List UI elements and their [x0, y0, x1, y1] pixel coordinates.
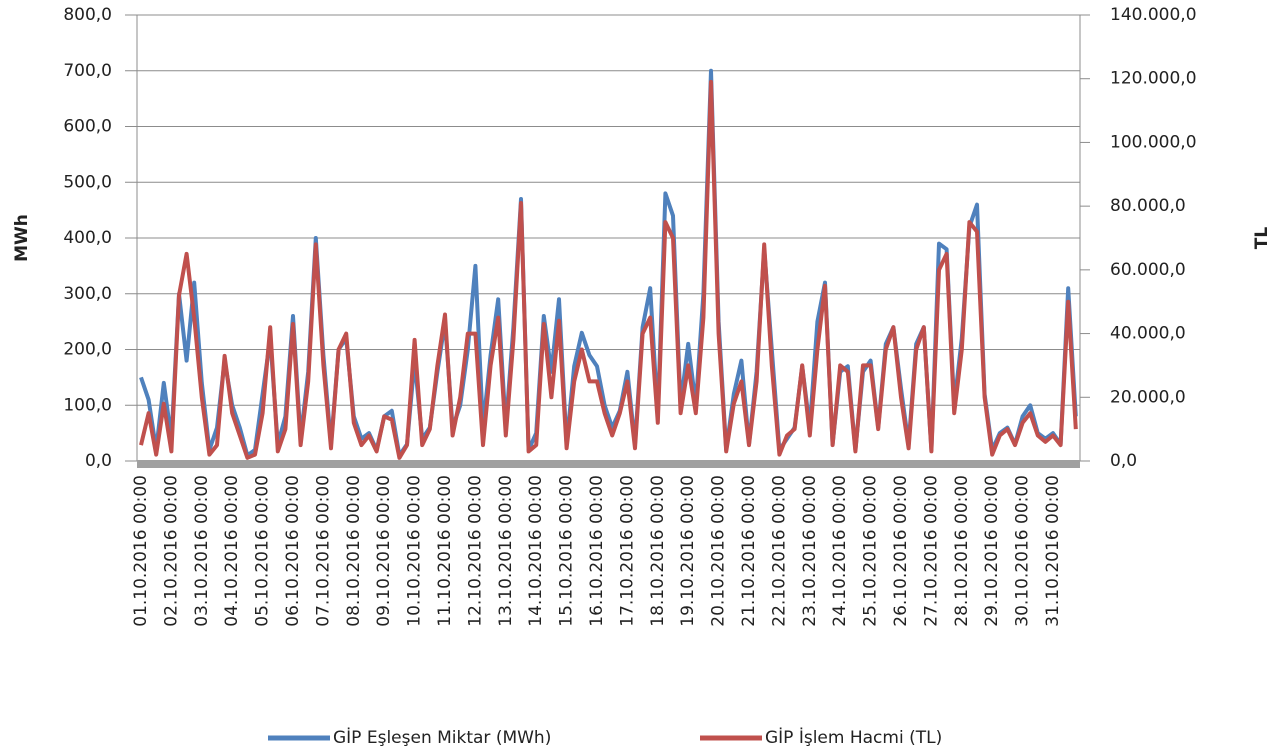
x-tick-label: 05.10.2016 00:00 [253, 475, 273, 627]
y-tick-label: 200,0 [63, 340, 112, 360]
y2-tick-label: 80.000,0 [1110, 196, 1186, 216]
x-tick-label: 16.10.2016 00:00 [587, 475, 607, 627]
x-tick-label: 18.10.2016 00:00 [648, 475, 668, 627]
y-tick-label: 800,0 [63, 5, 112, 25]
x-tick-label: 04.10.2016 00:00 [222, 475, 242, 627]
x-tick-label: 03.10.2016 00:00 [192, 475, 212, 627]
legend-label: GİP İşlem Hacmi (TL) [765, 727, 942, 748]
y-tick-label: 400,0 [63, 228, 112, 248]
x-tick-label: 20.10.2016 00:00 [709, 475, 729, 627]
y-tick-label: 700,0 [63, 61, 112, 81]
x-tick-label: 19.10.2016 00:00 [678, 475, 698, 627]
y2-tick-label: 60.000,0 [1110, 260, 1186, 280]
x-tick-label: 22.10.2016 00:00 [769, 475, 789, 627]
x-tick-label: 06.10.2016 00:00 [283, 475, 303, 627]
x-tick-label: 28.10.2016 00:00 [952, 475, 972, 627]
x-tick-label: 15.10.2016 00:00 [557, 475, 577, 627]
x-tick-label: 07.10.2016 00:00 [313, 475, 333, 627]
x-tick-label: 14.10.2016 00:00 [526, 475, 546, 627]
x-tick-label: 12.10.2016 00:00 [465, 475, 485, 627]
x-tick-label: 11.10.2016 00:00 [435, 475, 455, 627]
x-tick-label: 02.10.2016 00:00 [161, 475, 181, 627]
x-tick-label: 17.10.2016 00:00 [617, 475, 637, 627]
x-tick-label: 25.10.2016 00:00 [861, 475, 881, 627]
y2-tick-label: 100.000,0 [1110, 132, 1197, 152]
x-tick-label: 21.10.2016 00:00 [739, 475, 759, 627]
x-tick-label: 24.10.2016 00:00 [830, 475, 850, 627]
x-tick-label: 10.10.2016 00:00 [405, 475, 425, 627]
x-tick-label: 08.10.2016 00:00 [344, 475, 364, 627]
x-tick-label: 01.10.2016 00:00 [131, 475, 151, 627]
y2-axis-title: TL [1252, 227, 1272, 250]
x-tick-label: 26.10.2016 00:00 [891, 475, 911, 627]
x-tick-label: 29.10.2016 00:00 [982, 475, 1002, 627]
x-tick-label: 31.10.2016 00:00 [1043, 475, 1063, 627]
y-tick-label: 0,0 [85, 451, 112, 471]
series-line [139, 79, 1078, 460]
y-tick-label: 600,0 [63, 117, 112, 137]
x-tick-label: 27.10.2016 00:00 [921, 475, 941, 627]
legend-label: GİP Eşleşen Miktar (MWh) [333, 727, 551, 748]
y2-tick-label: 20.000,0 [1110, 387, 1186, 407]
y-tick-label: 500,0 [63, 172, 112, 192]
y2-tick-label: 120.000,0 [1110, 69, 1197, 89]
y2-tick-label: 140.000,0 [1110, 5, 1197, 25]
x-tick-label: 23.10.2016 00:00 [800, 475, 820, 627]
x-tick-label: 30.10.2016 00:00 [1013, 475, 1033, 627]
y-tick-label: 300,0 [63, 284, 112, 304]
y2-tick-label: 40.000,0 [1110, 324, 1186, 344]
x-tick-label: 13.10.2016 00:00 [496, 475, 516, 627]
y-axis-title: MWh [12, 214, 32, 262]
y2-tick-label: 0,0 [1110, 451, 1137, 471]
x-tick-label: 09.10.2016 00:00 [374, 475, 394, 627]
y-tick-label: 100,0 [63, 395, 112, 415]
